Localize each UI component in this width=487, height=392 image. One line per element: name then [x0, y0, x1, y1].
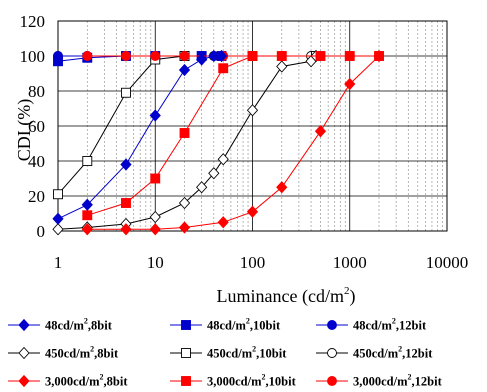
- legend-entry: 450cd/m2,8bit: [8, 345, 119, 361]
- data-point: [344, 51, 355, 61]
- data-point: [327, 348, 337, 358]
- data-point: [217, 153, 229, 166]
- data-point: [149, 109, 161, 122]
- data-point: [246, 104, 259, 117]
- plot-series: [52, 49, 385, 236]
- legend-entry: 3,000cd/m2,12bit: [316, 373, 443, 389]
- data-point: [81, 198, 93, 211]
- series-6: [81, 49, 385, 236]
- legend-label: 3,000cd/m2,12bit: [353, 373, 443, 389]
- legend-label: 450cd/m2,10bit: [207, 345, 287, 361]
- data-point: [327, 320, 337, 330]
- data-point: [246, 205, 259, 218]
- legend-label: 48cd/m2,10bit: [207, 317, 281, 333]
- x-tick-labels: 1 10 100 1000 10000: [54, 253, 469, 272]
- data-point: [181, 348, 191, 358]
- series-0: [52, 49, 228, 225]
- data-point: [149, 223, 161, 236]
- data-point: [373, 49, 385, 63]
- legend-label: 3,000cd/m2,8bit: [45, 373, 128, 389]
- legend-entry: 450cd/m2,12bit: [316, 345, 433, 361]
- legend-entry: 48cd/m2,8bit: [8, 317, 113, 333]
- data-point: [120, 223, 132, 236]
- series-line: [87, 55, 380, 230]
- data-point: [178, 196, 191, 210]
- data-point: [181, 376, 191, 386]
- data-point: [276, 51, 287, 61]
- x-tick-label: 10000: [426, 253, 469, 272]
- legend-label: 3,000cd/m2,10bit: [207, 373, 297, 389]
- legend-entry: 48cd/m2,10bit: [170, 317, 281, 333]
- series-line: [57, 55, 317, 230]
- x-tick-label: 100: [240, 253, 266, 272]
- legend-label: 450cd/m2,12bit: [353, 345, 433, 361]
- data-point: [314, 125, 327, 138]
- data-point: [315, 51, 326, 61]
- data-point: [53, 189, 63, 200]
- data-point: [149, 210, 161, 224]
- series-line: [87, 55, 379, 216]
- data-point: [82, 51, 93, 61]
- y-tick-label: 120: [20, 12, 46, 31]
- y-tick-label: 0: [37, 222, 46, 241]
- data-point: [215, 49, 228, 63]
- legend-label: 48cd/m2,12bit: [353, 317, 427, 333]
- data-point: [208, 167, 220, 180]
- data-point: [52, 212, 64, 225]
- data-point: [276, 60, 288, 73]
- data-point: [81, 223, 93, 236]
- data-point: [150, 51, 161, 61]
- y-tick-label: 80: [28, 82, 45, 101]
- y-tick-label: 60: [28, 117, 45, 136]
- data-point: [121, 51, 131, 61]
- y-tick-label: 20: [28, 187, 45, 206]
- data-point: [181, 320, 191, 330]
- y-axis-title: CDI (%): [14, 99, 35, 161]
- data-point: [218, 63, 229, 74]
- data-point: [178, 63, 191, 77]
- x-tick-label: 10: [147, 253, 164, 272]
- data-point: [120, 158, 132, 171]
- data-point: [82, 156, 93, 166]
- legend-entry: 3,000cd/m2,10bit: [170, 373, 297, 389]
- legend-entry: 450cd/m2,10bit: [170, 345, 287, 361]
- data-point: [247, 51, 258, 61]
- data-point: [53, 56, 63, 67]
- data-point: [179, 51, 190, 61]
- y-tick-label: 40: [28, 152, 45, 171]
- series-7: [82, 51, 384, 221]
- legend-label: 48cd/m2,8bit: [45, 317, 113, 333]
- y-tick-label: 100: [20, 47, 46, 66]
- legend-entry: 48cd/m2,12bit: [316, 317, 427, 333]
- data-point: [178, 221, 191, 234]
- data-point: [18, 318, 30, 332]
- data-point: [121, 198, 131, 208]
- data-point: [121, 87, 131, 98]
- data-point: [217, 216, 229, 229]
- x-tick-label: 1000: [333, 253, 367, 272]
- data-point: [52, 223, 64, 236]
- y-tick-labels: 0 20 40 60 80 100 120: [20, 12, 46, 241]
- data-point: [208, 49, 220, 63]
- data-point: [179, 128, 190, 138]
- data-point: [327, 376, 337, 386]
- data-point: [196, 181, 208, 194]
- legend-label: 450cd/m2,8bit: [45, 345, 119, 361]
- x-tick-label: 1: [54, 253, 63, 272]
- data-point: [196, 53, 208, 66]
- legend: 48cd/m2,8bit 48cd/m2,10bit 48cd/m2,12bit 45…: [8, 317, 443, 389]
- data-point: [82, 210, 93, 221]
- data-point: [150, 173, 161, 184]
- data-point: [344, 77, 356, 91]
- data-point: [18, 346, 30, 360]
- legend-entry: 3,000cd/m2,8bit: [8, 373, 128, 389]
- plot-border: [57, 20, 448, 232]
- data-point: [276, 181, 288, 194]
- data-point: [18, 374, 30, 388]
- x-axis-title: Luminance (cd/m2): [217, 285, 356, 307]
